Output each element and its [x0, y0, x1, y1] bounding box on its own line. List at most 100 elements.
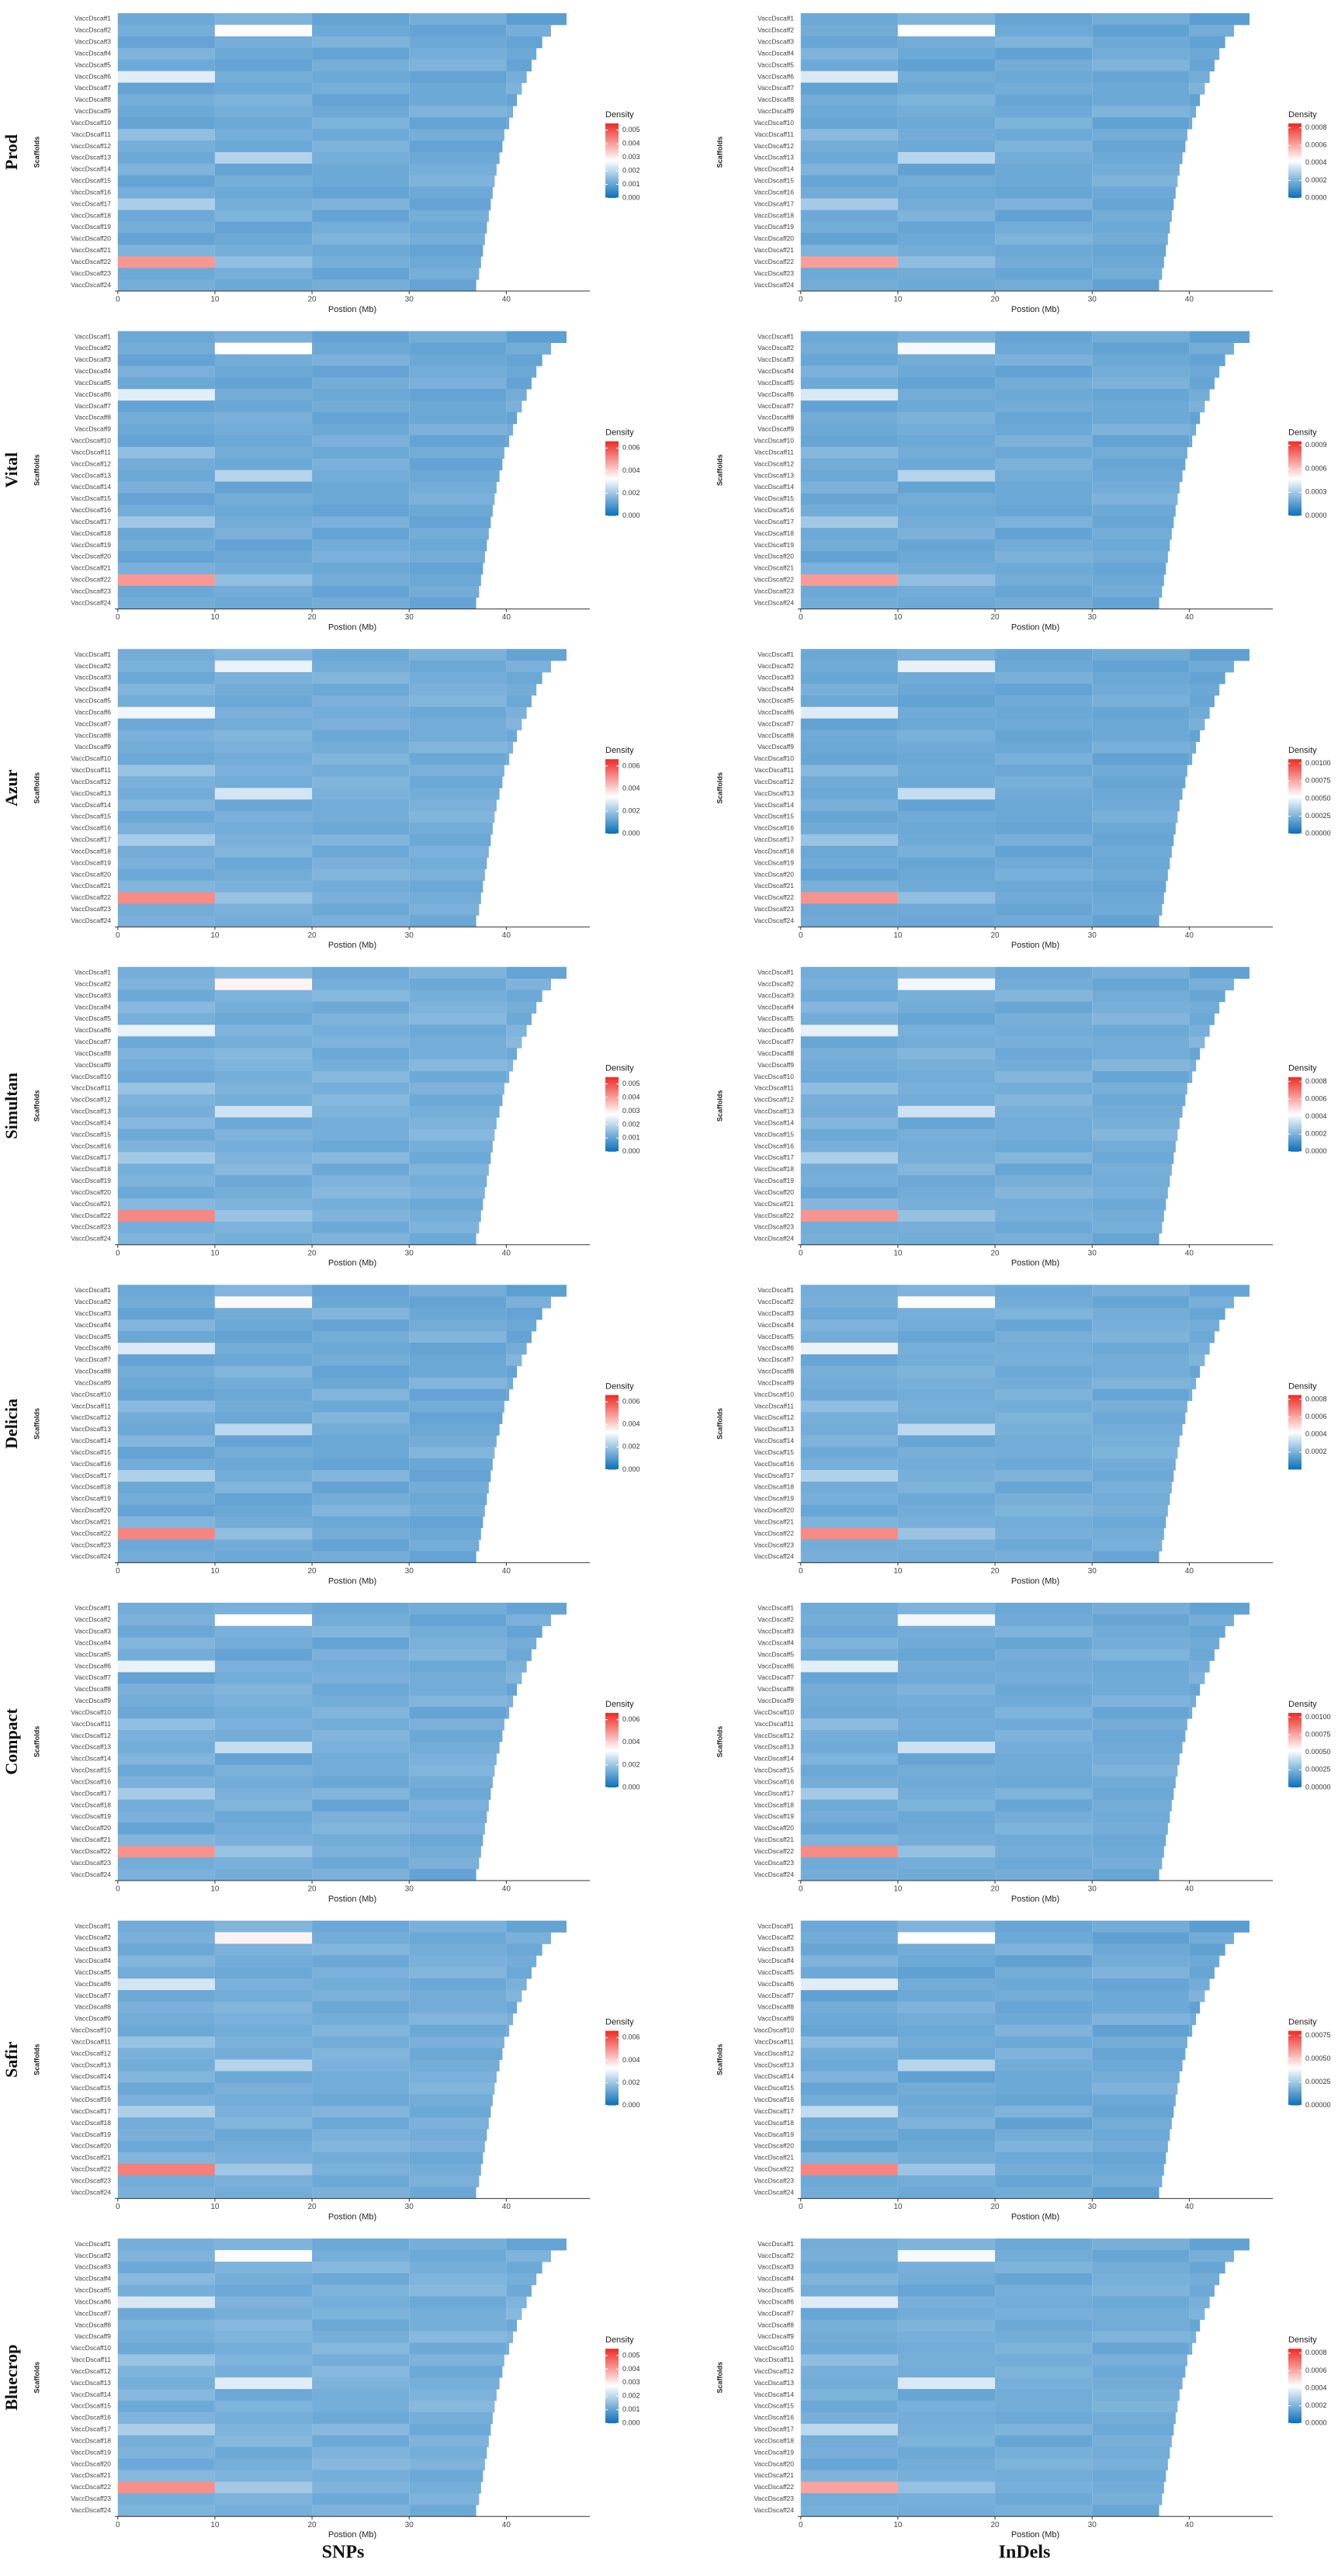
heatmap-cell: [409, 2059, 500, 2072]
y-tick-label: VaccDscaff17: [71, 1153, 111, 1161]
heatmap-cell: [1092, 1967, 1190, 1979]
heatmap-cell: [897, 1834, 996, 1846]
heatmap-cell: [409, 1140, 493, 1153]
heatmap-cell: [897, 672, 996, 685]
heatmap-cell: [1092, 845, 1172, 858]
y-tick-label: VaccDscaff8: [757, 1368, 794, 1375]
heatmap-cell: [800, 834, 898, 847]
heatmap-cell: [409, 1198, 484, 1211]
heatmap-cell: [995, 1707, 1093, 1719]
heatmap-cell: [995, 672, 1093, 685]
y-tick-label: VaccDscaff18: [71, 2119, 111, 2127]
heatmap-cell: [214, 2401, 313, 2413]
heatmap-cell: [897, 1048, 996, 1060]
heatmap-cell: [1189, 1285, 1250, 1297]
y-axis-title: Scaffolds: [33, 137, 40, 168]
heatmap-cell: [117, 2129, 215, 2141]
y-tick-label: VaccDscaff10: [71, 437, 111, 445]
heatmap-cell: [312, 2071, 410, 2083]
heatmap-cell: [117, 1308, 215, 1320]
heatmap-cell: [312, 331, 410, 343]
heatmap-cell: [800, 2389, 898, 2401]
heatmap-cell: [800, 1233, 898, 1246]
x-tick-label: 0: [799, 2203, 803, 2211]
heatmap-cell: [312, 1625, 410, 1638]
heatmap-cell: [800, 741, 898, 754]
heatmap-cell: [1092, 1846, 1164, 1858]
heatmap-cell: [312, 1672, 410, 1684]
heatmap-cell: [117, 1221, 215, 1234]
heatmap-cell: [1092, 36, 1190, 49]
heatmap-cell: [214, 597, 313, 609]
heatmap-cell: [1189, 412, 1201, 425]
x-tick-label: 40: [502, 931, 511, 940]
heatmap-cell: [214, 1071, 313, 1083]
heatmap-cell: [409, 2470, 484, 2482]
y-tick-label: VaccDscaff4: [757, 685, 794, 693]
heatmap-cell: [1189, 1943, 1225, 1956]
y-tick-label: VaccDscaff13: [71, 1425, 111, 1433]
heatmap-cell: [897, 82, 996, 95]
colorbar-label: 0.00075: [1305, 2031, 1331, 2039]
x-tick-label: 0: [116, 613, 120, 622]
heatmap-cell: [800, 528, 898, 540]
heatmap-cell: [897, 354, 996, 366]
heatmap-cell: [995, 1683, 1093, 1696]
heatmap-cell: [117, 857, 215, 870]
heatmap-cell: [995, 1481, 1093, 1494]
y-tick-label: VaccDscaff15: [754, 1130, 794, 1138]
heatmap-cell: [1092, 493, 1178, 505]
heatmap-cell: [897, 504, 996, 517]
heatmap-cell: [312, 1163, 410, 1176]
heatmap-cell: [117, 1025, 215, 1037]
colorbar-label: 0.0004: [1305, 158, 1327, 166]
heatmap-cell: [312, 880, 410, 893]
y-tick-label: VaccDscaff18: [71, 847, 111, 855]
heatmap-cell: [409, 2307, 507, 2321]
heatmap-cell: [800, 1504, 898, 1517]
y-tick-label: VaccDscaff17: [71, 518, 111, 525]
heatmap-cell: [800, 1285, 898, 1297]
heatmap-cell: [1189, 695, 1215, 708]
y-tick-label: VaccDscaff4: [757, 1638, 794, 1646]
heatmap-cell: [897, 2331, 996, 2343]
y-tick-label: VaccDscaff7: [757, 2309, 794, 2317]
heatmap-cell: [897, 1117, 996, 1130]
heatmap-cell: [1189, 1707, 1193, 1719]
heatmap-cell: [800, 1412, 898, 1424]
y-tick-label: VaccDscaff9: [757, 2332, 794, 2340]
heatmap-cell: [214, 1331, 313, 1343]
heatmap-cell: [995, 1308, 1093, 1320]
y-tick-label: VaccDscaff23: [754, 269, 794, 277]
heatmap-cell: [117, 1707, 215, 1719]
heatmap-cell: [214, 2470, 313, 2482]
heatmap-cell: [409, 342, 507, 355]
colorbar-label: 0.00050: [1305, 794, 1331, 802]
heatmap-cell: [995, 1458, 1093, 1471]
heatmap-cell: [409, 1013, 507, 1025]
y-tick-label: VaccDscaff11: [71, 448, 111, 456]
legend-title: Density: [605, 1700, 634, 1709]
heatmap-cell: [312, 2470, 410, 2482]
y-tick-label: VaccDscaff24: [754, 917, 794, 924]
heatmap-cell: [897, 2435, 996, 2448]
y-tick-label: VaccDscaff5: [757, 2287, 794, 2294]
heatmap-cell: [214, 1764, 313, 1777]
colorbar: [1288, 2030, 1302, 2106]
heatmap-cell: [117, 2002, 215, 2014]
y-tick-label: VaccDscaff2: [757, 662, 794, 670]
heatmap-cell: [1189, 1978, 1210, 1991]
heatmap-cell: [312, 1799, 410, 1812]
heatmap-cell: [409, 2106, 491, 2118]
heatmap-cell: [1189, 1013, 1215, 1025]
heatmap-cell: [409, 1233, 477, 1246]
colorbar-label: 0.0004: [1305, 1112, 1327, 1120]
heatmap-cell: [312, 1354, 410, 1367]
heatmap-cell: [897, 117, 996, 130]
heatmap-cell: [117, 152, 215, 165]
heatmap-cell: [897, 2024, 996, 2037]
heatmap-cell: [409, 446, 504, 459]
heatmap-cell: [1189, 2273, 1220, 2286]
y-tick-label: VaccDscaff20: [71, 1506, 111, 1514]
panel: VaccDscaff1VaccDscaff2VaccDscaff3VaccDsc…: [716, 13, 1327, 314]
